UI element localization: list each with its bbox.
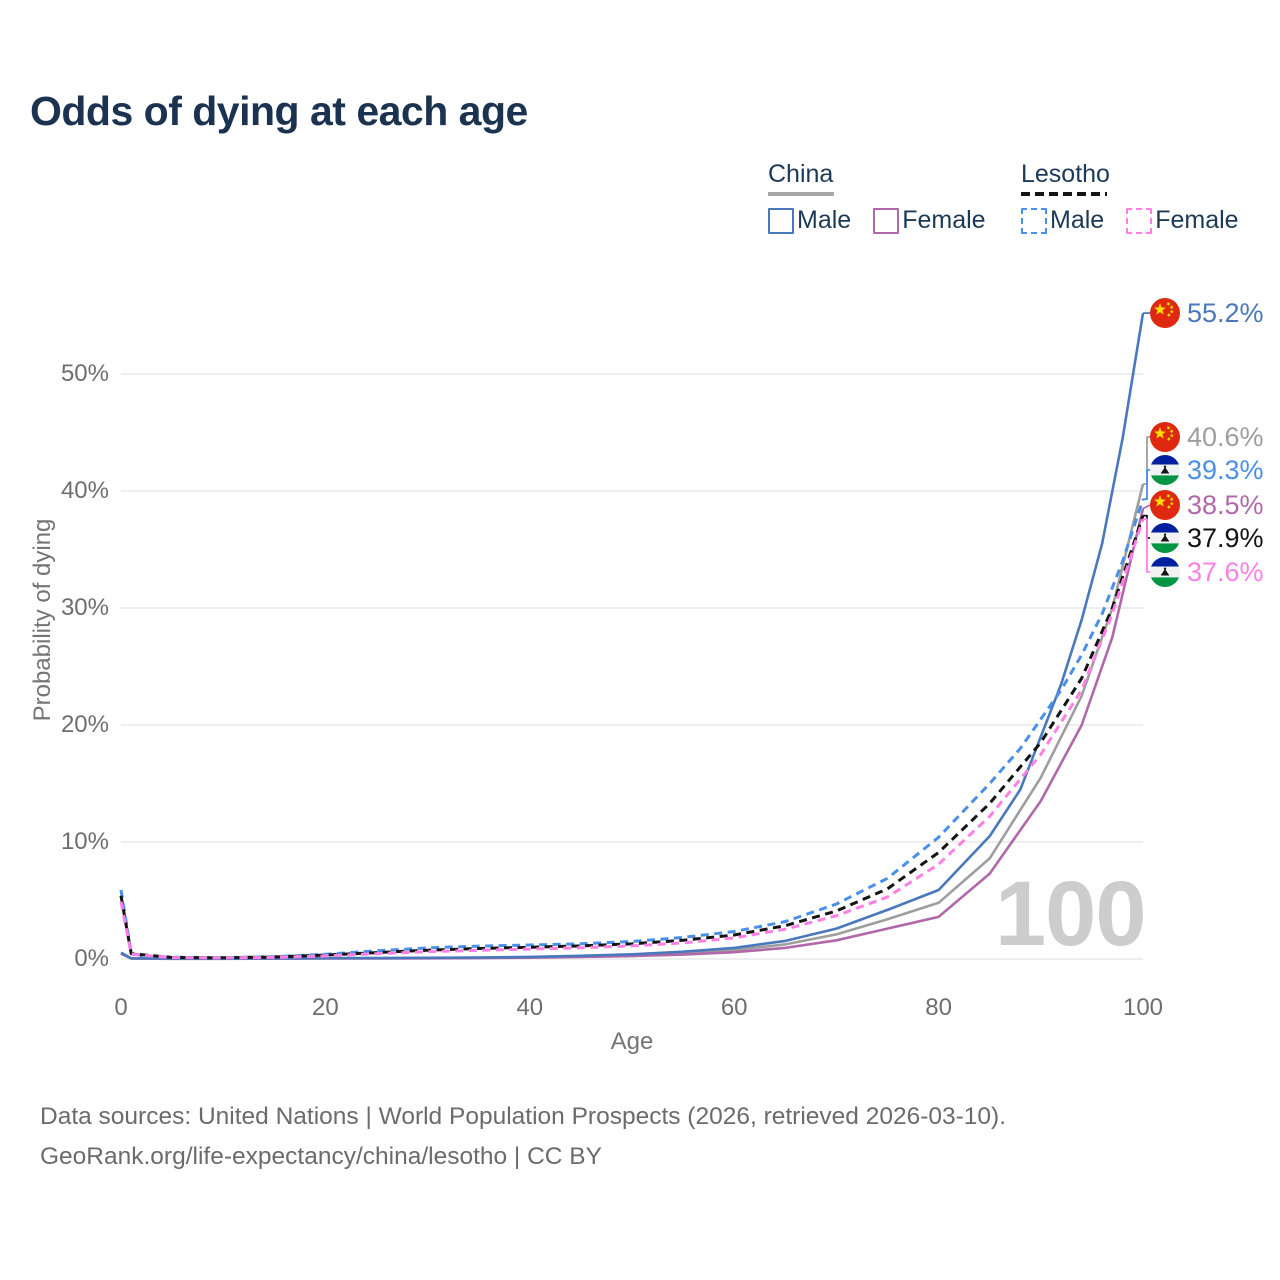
legend-item-lesotho-female[interactable]: Female bbox=[1126, 206, 1239, 235]
y-tick-label: 50% bbox=[60, 360, 109, 387]
legend-item-china-male[interactable]: Male bbox=[768, 206, 851, 235]
series-line-china-male[interactable] bbox=[120, 312, 1145, 960]
end-label-china-female: 38.5% bbox=[1150, 489, 1264, 521]
end-label-china-male: 55.2% bbox=[1150, 297, 1264, 329]
china-line-swatch bbox=[768, 192, 834, 196]
lesotho-flag-icon bbox=[1150, 455, 1180, 485]
lesotho-line-swatch bbox=[1021, 192, 1107, 196]
x-tick-label: 40 bbox=[516, 994, 544, 1021]
china-flag-icon bbox=[1150, 490, 1180, 520]
page-title: Odds of dying at each age bbox=[30, 88, 528, 134]
end-label-lesotho-both: 37.9% bbox=[1150, 522, 1264, 554]
end-label-value: 37.6% bbox=[1187, 556, 1264, 587]
x-tick-label: 20 bbox=[312, 994, 339, 1021]
x-tick-label: 100 bbox=[1122, 994, 1164, 1021]
x-tick-label: 60 bbox=[720, 994, 748, 1021]
y-tick-label: 10% bbox=[60, 828, 109, 855]
end-label-value: 37.9% bbox=[1187, 522, 1264, 553]
legend-item-lesotho-male[interactable]: Male bbox=[1021, 206, 1104, 235]
label-connector bbox=[1143, 518, 1151, 573]
end-label-value: 39.3% bbox=[1187, 454, 1264, 485]
legend-label-lesotho-female: Female bbox=[1155, 206, 1239, 234]
china-female-swatch bbox=[873, 207, 900, 234]
legend: China Male Female Lesotho Male bbox=[0, 160, 1280, 240]
attribution-line: GeoRank.org/life-expectancy/china/lesoth… bbox=[40, 1143, 602, 1170]
china-male-swatch bbox=[768, 207, 794, 234]
end-label-value: 55.2% bbox=[1187, 297, 1264, 328]
legend-lesotho-title: Lesotho bbox=[1021, 160, 1110, 188]
label-connector bbox=[1143, 469, 1151, 501]
legend-item-china-female[interactable]: Female bbox=[873, 206, 986, 235]
legend-group-lesotho: Lesotho Male Female bbox=[1021, 160, 1261, 235]
age-watermark: 100 bbox=[995, 863, 1146, 965]
end-label-value: 40.6% bbox=[1187, 421, 1264, 452]
x-tick-label: 80 bbox=[925, 994, 952, 1021]
china-flag-icon bbox=[1150, 422, 1180, 452]
y-tick-label: 20% bbox=[60, 711, 109, 738]
data-sources-line: Data sources: United Nations | World Pop… bbox=[40, 1103, 1007, 1130]
china-flag-icon bbox=[1150, 298, 1180, 328]
y-tick-label: 30% bbox=[60, 594, 109, 621]
legend-group-china: China Male Female bbox=[768, 160, 1008, 235]
footer: Data sources: United Nations | World Pop… bbox=[40, 1097, 1006, 1177]
lesotho-male-swatch bbox=[1021, 207, 1047, 234]
lesotho-female-swatch bbox=[1126, 207, 1153, 234]
x-tick-label: 0 bbox=[114, 994, 128, 1021]
end-label-value: 38.5% bbox=[1187, 489, 1264, 520]
x-axis-title: Age bbox=[610, 1028, 654, 1055]
series-line-china-female[interactable] bbox=[120, 508, 1145, 961]
series-line-lesotho-female[interactable] bbox=[119, 518, 1145, 960]
series-line-lesotho-both[interactable] bbox=[119, 515, 1145, 960]
end-label-china-both: 40.6% bbox=[1150, 421, 1264, 453]
series-line-lesotho-male[interactable] bbox=[119, 498, 1145, 960]
series-line-china-both[interactable] bbox=[120, 483, 1145, 960]
lesotho-flag-icon bbox=[1150, 557, 1180, 587]
end-label-lesotho-male: 39.3% bbox=[1150, 454, 1264, 486]
lesotho-flag-icon bbox=[1150, 523, 1180, 553]
legend-label-china-male: Male bbox=[797, 206, 852, 234]
legend-china-title: China bbox=[768, 160, 834, 188]
label-connector bbox=[1143, 436, 1151, 485]
legend-label-lesotho-male: Male bbox=[1050, 206, 1105, 234]
end-label-lesotho-female: 37.6% bbox=[1150, 556, 1264, 588]
legend-label-china-female: Female bbox=[902, 206, 986, 234]
label-connector bbox=[1142, 504, 1151, 510]
y-tick-label: 40% bbox=[60, 477, 109, 504]
y-tick-label: 0% bbox=[74, 945, 109, 972]
